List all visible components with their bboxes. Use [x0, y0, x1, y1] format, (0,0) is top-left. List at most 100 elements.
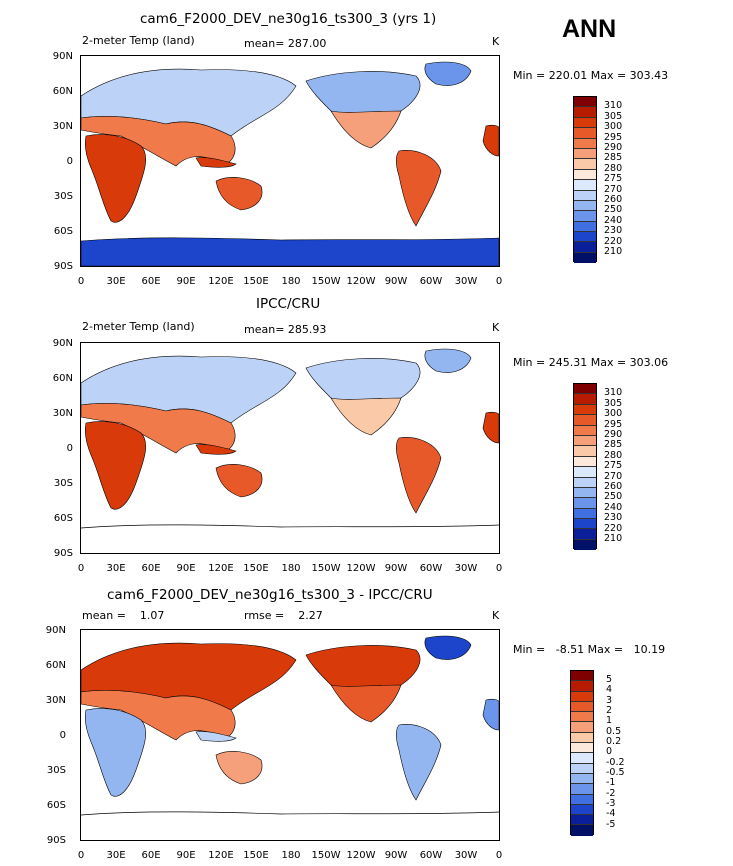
- panel-1-colorbar-label: 280: [604, 163, 623, 174]
- panel-1-lon-tick: 90E: [176, 276, 196, 287]
- panel-1-land-australia: [215, 177, 263, 211]
- panel-3-minmax-label: Min = -8.51 Max = 10.19: [513, 643, 666, 656]
- panel-3-land-usa: [330, 684, 402, 723]
- panel-2-lat-tick: 30N: [52, 408, 73, 419]
- panel-1-land-south-america: [396, 150, 442, 227]
- panel-2-units-label: K: [492, 321, 500, 334]
- panel-1-map: [80, 55, 500, 267]
- panel-3-colorbar-label: 0: [606, 746, 613, 757]
- panel-3-land-australia: [215, 751, 263, 785]
- panel-3-land-africa: [84, 708, 146, 797]
- panel-1-land-antarctica: [81, 237, 499, 266]
- panel-2-colorbar-label: 260: [604, 481, 623, 492]
- season-label: ANN: [562, 15, 617, 43]
- panel-1-lat-tick: 90S: [53, 261, 73, 272]
- panel-1-colorbar-label: 240: [604, 215, 623, 226]
- panel-1-lon-tick: 0: [495, 276, 503, 287]
- panel-1-units-label: K: [492, 35, 500, 48]
- panel-2-lon-tick: 150E: [243, 563, 269, 574]
- panel-2-land-australia: [215, 464, 263, 498]
- panel-1-lon-tick: 30E: [106, 276, 126, 287]
- panel-2-land-indonesia: [195, 444, 237, 455]
- panel-1-lon-tick: 120W: [346, 276, 376, 287]
- panel-1-map-svg: [81, 61, 499, 266]
- panel-2-title: IPCC/CRU: [256, 296, 321, 312]
- panel-1-colorbar-label: 300: [604, 121, 623, 132]
- panel-2-lat-tick: 90N: [52, 338, 73, 349]
- panel-1-lon-tick: 60E: [141, 276, 161, 287]
- panel-2-lon-tick: 60W: [419, 563, 443, 574]
- panel-1-minmax-label: Min = 220.01 Max = 303.43: [513, 69, 669, 82]
- panel-3-lat-tick: 60S: [46, 800, 66, 811]
- panel-3-lon-tick: 180: [281, 850, 301, 861]
- panel-1-lat-tick: 30N: [52, 121, 73, 132]
- panel-1-colorbar-label: 290: [604, 142, 623, 153]
- panel-3-colorbar-label: 1: [606, 715, 613, 726]
- panel-1-land-indonesia: [195, 157, 237, 168]
- panel-3-land-greenland: [424, 635, 472, 660]
- panel-3-colorbar-label: 0.5: [606, 726, 622, 737]
- panel-2-variable-label: 2-meter Temp (land): [82, 320, 195, 333]
- panel-1-lon-tick: 0: [77, 276, 85, 287]
- panel-3-colorbar-label: -0.5: [606, 767, 625, 778]
- panel-2-colorbar-label: 290: [604, 429, 623, 440]
- panel-3-map: [80, 629, 500, 841]
- panel-3-lon-tick: 30E: [106, 850, 126, 861]
- panel-1-colorbar-label: 250: [604, 204, 623, 215]
- panel-3-lon-tick: 150E: [243, 850, 269, 861]
- panel-2-lon-tick: 30W: [454, 563, 478, 574]
- panel-3-lat-tick: 60N: [45, 660, 66, 671]
- panel-2-colorbar-label: 310: [604, 387, 623, 398]
- panel-2-colorbar-label: 300: [604, 408, 623, 419]
- panel-3-colorbar-label: -3: [606, 798, 616, 809]
- panel-3-colorbar-label: 3: [606, 695, 613, 706]
- panel-2-minmax-label: Min = 245.31 Max = 303.06: [513, 356, 669, 369]
- panel-2-colorbar-label: 270: [604, 471, 623, 482]
- panel-1-colorbar-label: 220: [604, 236, 623, 247]
- panel-2-lon-tick: 90W: [384, 563, 408, 574]
- panel-1-land-greenland: [424, 61, 472, 86]
- panel-2-land-usa: [330, 397, 402, 436]
- panel-1-lat-tick: 60N: [52, 86, 73, 97]
- panel-1-lat-tick: 60S: [53, 226, 73, 237]
- panel-2-colorbar-label: 305: [604, 398, 623, 409]
- panel-1-lon-tick: 180: [281, 276, 301, 287]
- panel-3-lat-tick: 90S: [46, 835, 66, 846]
- panel-2-lon-tick: 0: [495, 563, 503, 574]
- panel-2-colorbar-label: 250: [604, 491, 623, 502]
- panel-3-title: cam6_F2000_DEV_ne30g16_ts300_3 - IPCC/CR…: [107, 587, 433, 603]
- panel-3-colorbar-label: -4: [606, 808, 616, 819]
- panel-2-lon-tick: 60E: [141, 563, 161, 574]
- panel-2-colorbar-label: 240: [604, 502, 623, 513]
- panel-1-colorbar-label: 305: [604, 111, 623, 122]
- panel-3-colorbar-label: -0.2: [606, 757, 625, 768]
- panel-2-lat-tick: 0: [66, 443, 73, 454]
- panel-3-colorbar: [570, 670, 594, 836]
- panel-3-colorbar-label: 0.2: [606, 736, 622, 747]
- panel-3-lon-tick: 30W: [454, 850, 478, 861]
- panel-2-land-south-america: [396, 437, 442, 514]
- panel-2-colorbar-label: 285: [604, 439, 623, 450]
- panel-1-colorbar-label: 285: [604, 152, 623, 163]
- panel-2-lon-tick: 120W: [346, 563, 376, 574]
- panel-2-land-greenland: [424, 348, 472, 373]
- panel-2-lat-tick: 60S: [53, 513, 73, 524]
- panel-3-land-africa-edge: [482, 698, 499, 731]
- panel-1-land-africa-edge: [482, 124, 499, 157]
- panel-2-colorbar-label: 230: [604, 512, 623, 523]
- panel-2-antarctica-coastline: [81, 524, 499, 529]
- panel-2-lat-tick: 60N: [52, 373, 73, 384]
- panel-3-lon-tick: 60W: [419, 850, 443, 861]
- panel-1-land-usa: [330, 110, 402, 149]
- panel-2-land-africa-edge: [482, 411, 499, 444]
- panel-1-colorbar: [573, 96, 597, 264]
- panel-2-mean-label: mean= 285.93: [244, 323, 327, 336]
- panel-2-colorbar: [573, 383, 597, 551]
- panel-1-lon-tick: 120E: [208, 276, 234, 287]
- panel-1-land-africa: [84, 134, 146, 223]
- panel-1-colorbar-label: 230: [604, 225, 623, 236]
- panel-1-lat-tick: 0: [66, 156, 73, 167]
- panel-3-lat-tick: 30S: [46, 765, 66, 776]
- panel-1-lon-tick: 150W: [311, 276, 341, 287]
- panel-2-colorbar-label: 220: [604, 523, 623, 534]
